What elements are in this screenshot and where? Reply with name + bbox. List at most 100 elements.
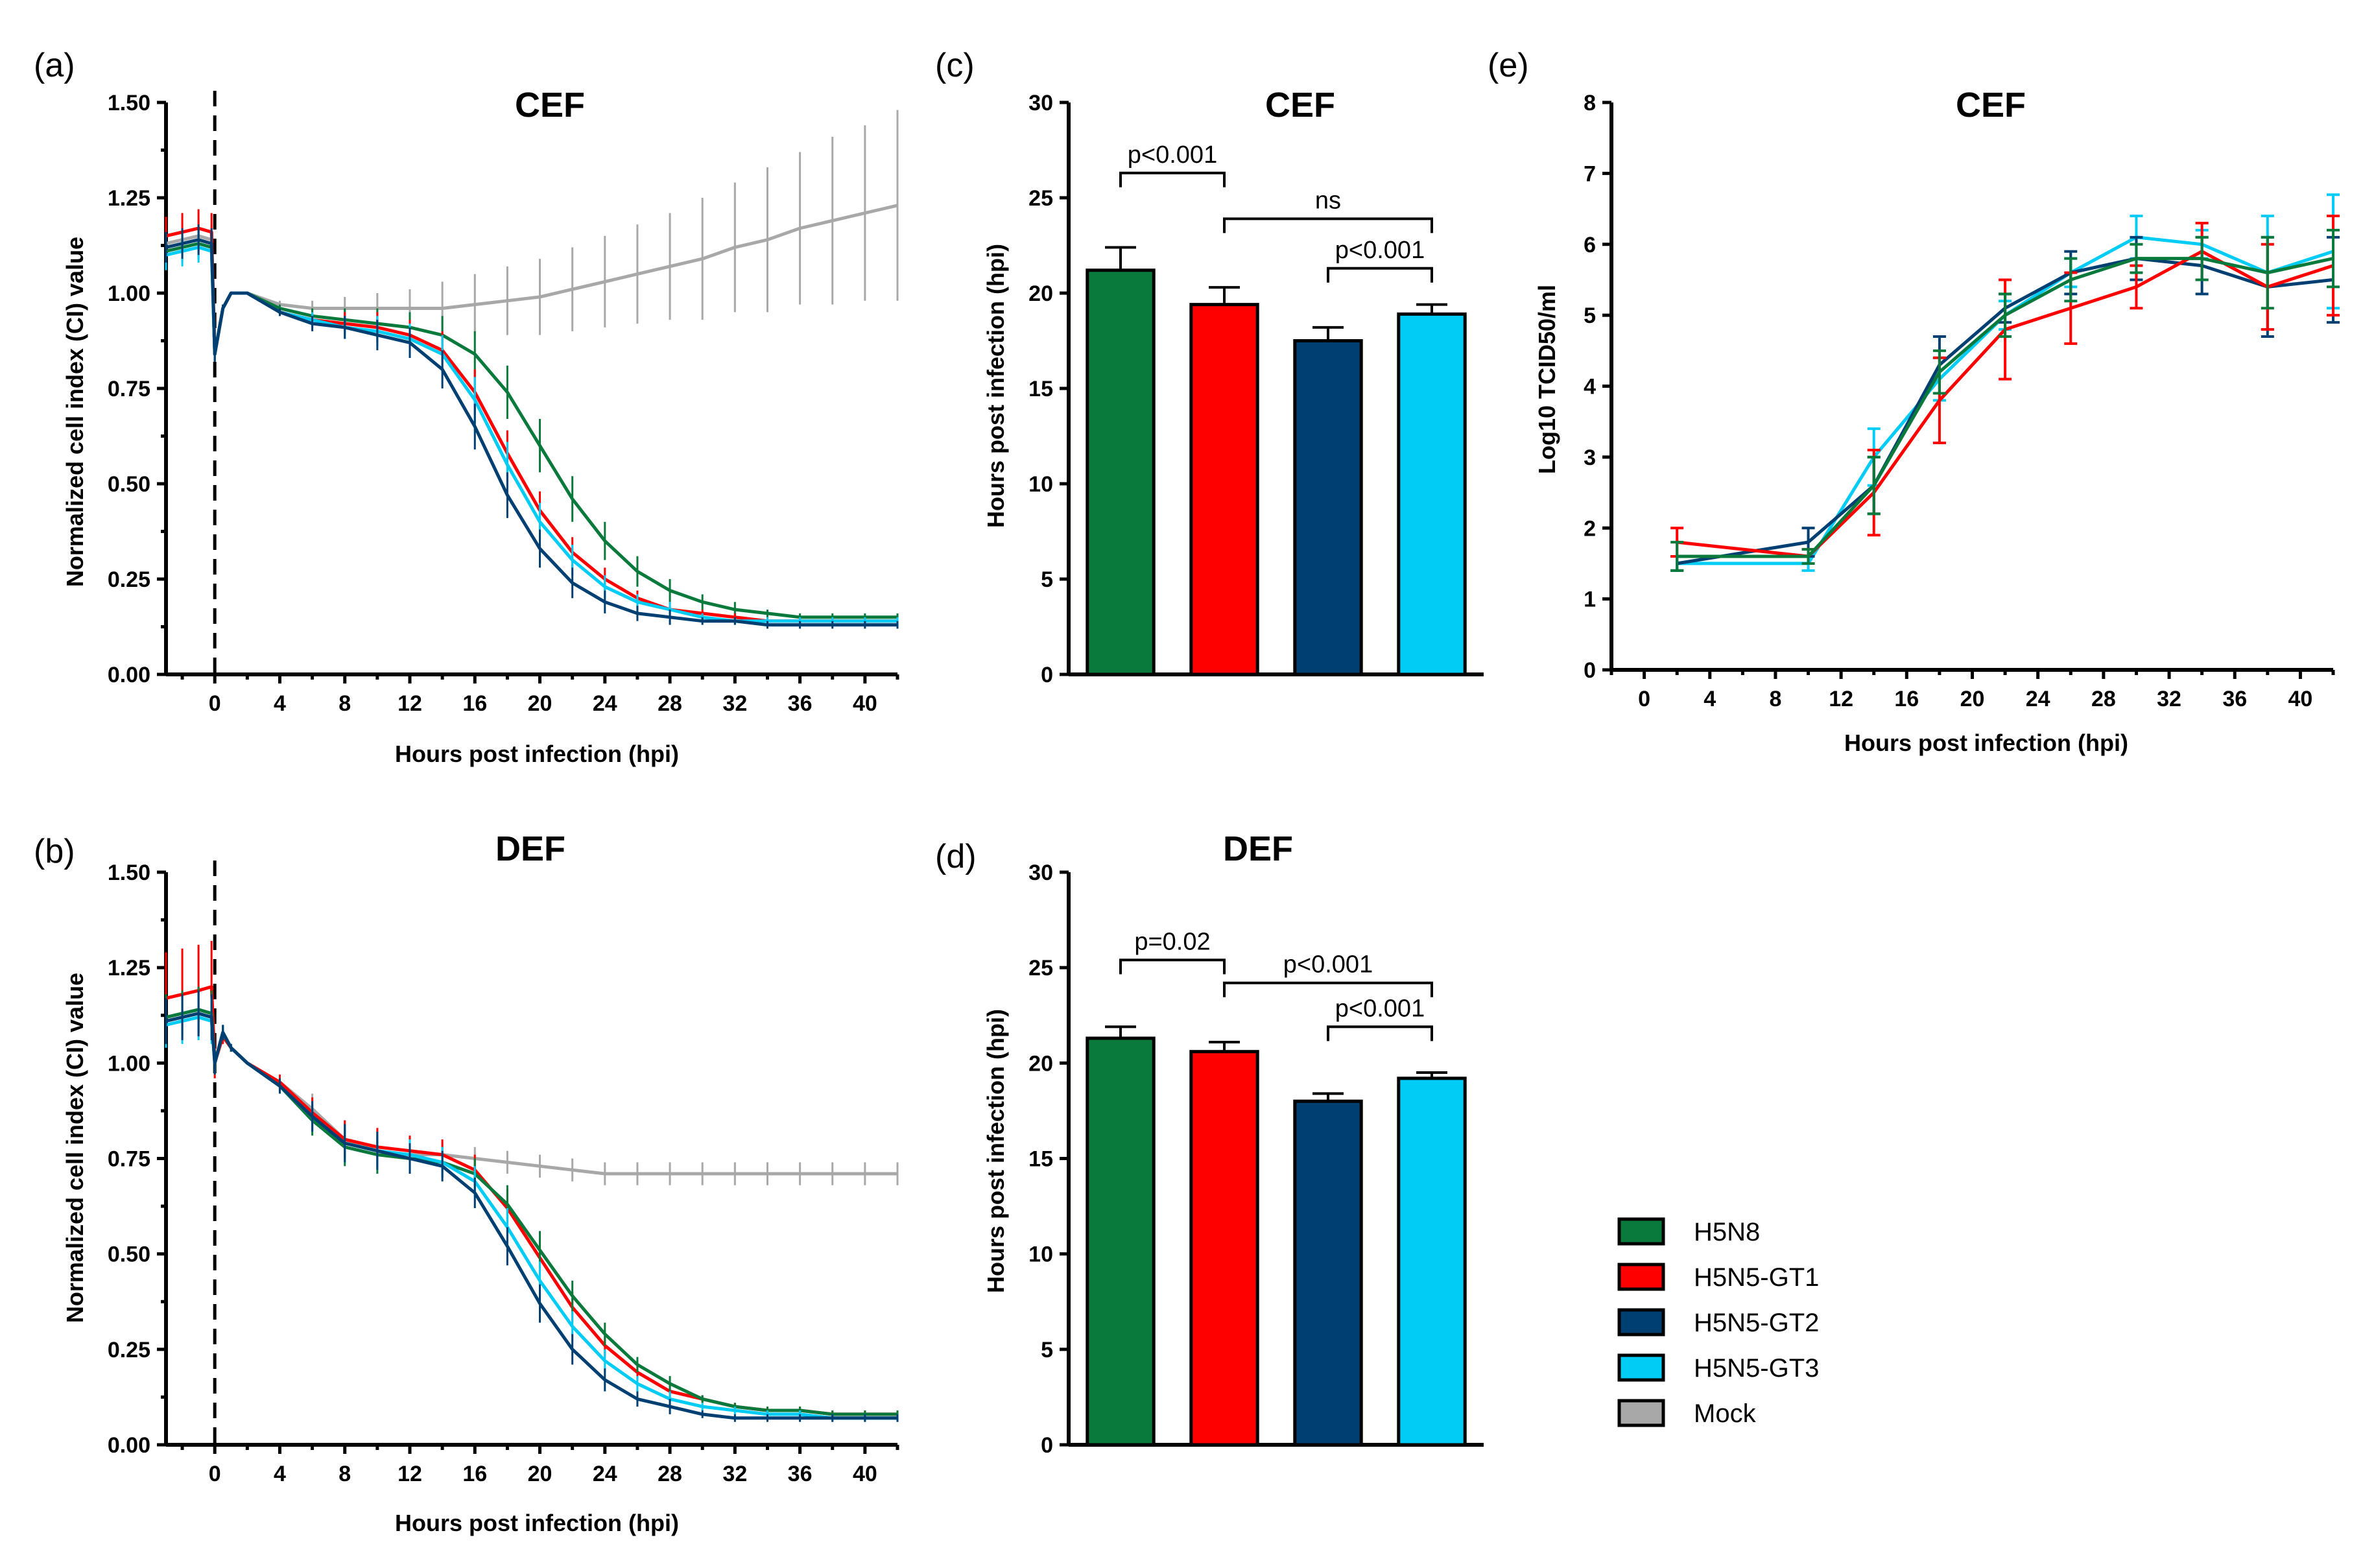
x-tick-label: 40 xyxy=(853,691,877,716)
bar-h5n8 xyxy=(1086,1036,1156,1447)
x-tick-label: 16 xyxy=(462,691,487,716)
y-tick-label: 1.25 xyxy=(108,956,150,980)
legend-swatch-h5n5-gt3 xyxy=(1617,1353,1665,1382)
x-tick-label: 36 xyxy=(2222,687,2247,711)
y-tick-label: 20 xyxy=(1028,281,1053,306)
panel-a-xlabel: Hours post infection (hpi) xyxy=(395,741,679,767)
y-tick-label: 0.00 xyxy=(108,1433,150,1458)
panel-d-ylabel: Hours post infection (hpi) xyxy=(982,1009,1009,1293)
x-tick-label: 4 xyxy=(274,691,286,716)
panel-d-plot: 0 5 10 15 20 25 30 p=0.02 p<0.001 p<0.001 xyxy=(1028,861,1484,1458)
y-tick-label: 0.50 xyxy=(108,1242,150,1267)
panel-b-plot: 0.00 0.25 0.50 0.75 1.00 1.25 1.50 0 4 8 12 16 20 24 2… xyxy=(108,861,899,1486)
x-tick-label: 20 xyxy=(528,691,552,716)
y-tick-label: 25 xyxy=(1028,956,1053,980)
y-tick-label: 6 xyxy=(1584,233,1596,257)
y-tick-label: 20 xyxy=(1028,1051,1053,1076)
x-tick-label: 12 xyxy=(1829,687,1853,711)
legend-swatch-mock xyxy=(1617,1399,1665,1427)
significance-label: p<0.001 xyxy=(1335,995,1425,1022)
panel-d-label: (d) xyxy=(935,838,977,875)
legend-label: H5N5-GT2 xyxy=(1694,1309,1819,1337)
y-tick-label: 1.50 xyxy=(108,91,150,115)
y-tick-label: 30 xyxy=(1028,91,1053,115)
y-tick-label: 0.00 xyxy=(108,663,150,687)
panel-b-ylabel: Normalized cell index (CI) value xyxy=(62,973,88,1323)
series-line xyxy=(1676,257,2334,565)
y-tick-label: 0.50 xyxy=(108,472,150,497)
panel-e-label: (e) xyxy=(1488,47,1529,84)
y-tick-label: 30 xyxy=(1028,861,1053,885)
y-tick-label: 2 xyxy=(1584,516,1596,541)
x-tick-label: 0 xyxy=(209,1462,221,1486)
series-line xyxy=(1676,250,2334,558)
x-tick-label: 36 xyxy=(788,691,813,716)
bar-h5n5-gt1 xyxy=(1189,1050,1259,1447)
panel-e-ylabel: Log10 TCID50/ml xyxy=(1534,285,1560,474)
y-tick-label: 0.75 xyxy=(108,1147,150,1172)
significance-bracket xyxy=(1327,267,1433,283)
panel-d-title: DEF xyxy=(1223,829,1293,868)
x-tick-label: 8 xyxy=(338,691,351,716)
series-line xyxy=(1677,235,2334,565)
y-tick-label: 0.25 xyxy=(108,567,150,592)
y-tick-label: 1.25 xyxy=(108,186,150,211)
x-tick-label: 28 xyxy=(2091,687,2116,711)
significance-bracket xyxy=(1223,217,1433,233)
y-tick-label: 1.50 xyxy=(108,861,150,885)
bar-h5n5-gt2 xyxy=(1293,1099,1363,1447)
panel-c: (c) CEF Hours post infection (hpi) 0 5 10 1… xyxy=(935,47,1484,687)
x-tick-label: 36 xyxy=(788,1462,813,1486)
bar-h5n5-gt1 xyxy=(1189,303,1259,676)
significance-label: p<0.001 xyxy=(1335,237,1425,264)
bar-h5n8 xyxy=(1086,268,1156,676)
panel-a: (a) CEF Hours post infection (hpi) Norma… xyxy=(34,47,899,767)
y-tick-label: 15 xyxy=(1028,1147,1053,1172)
y-tick-label: 3 xyxy=(1584,445,1596,470)
panel-a-plot: 0.00 0.25 0.50 0.75 1.00 1.25 1.50 0 4 8 12 16 20 24 2… xyxy=(108,91,899,716)
x-tick-label: 24 xyxy=(593,691,617,716)
panel-a-label: (a) xyxy=(34,47,75,84)
y-tick-label: 1.00 xyxy=(108,1051,150,1076)
legend-label: H5N5-GT1 xyxy=(1694,1263,1819,1292)
panel-e-xlabel: Hours post infection (hpi) xyxy=(1844,730,2128,756)
x-tick-label: 32 xyxy=(2157,687,2181,711)
panel-c-ylabel: Hours post infection (hpi) xyxy=(982,244,1009,528)
bar-h5n5-gt3 xyxy=(1397,312,1467,676)
legend-label: H5N8 xyxy=(1694,1218,1760,1246)
panel-c-label: (c) xyxy=(935,47,975,84)
x-tick-label: 12 xyxy=(398,1462,422,1486)
significance-label: p<0.001 xyxy=(1283,951,1373,979)
y-tick-label: 15 xyxy=(1028,377,1053,401)
x-tick-label: 12 xyxy=(398,691,422,716)
y-tick-label: 10 xyxy=(1028,1242,1053,1267)
panel-b-label: (b) xyxy=(34,833,75,870)
series-line xyxy=(165,1012,897,1420)
panel-c-plot: 0 5 10 15 20 25 30 p<0.001 ns p<0.001 xyxy=(1028,91,1484,687)
y-tick-label: 1 xyxy=(1584,588,1596,612)
series-line xyxy=(1677,257,2334,558)
panel-c-title: CEF xyxy=(1265,86,1335,125)
x-tick-label: 28 xyxy=(658,691,682,716)
x-tick-label: 20 xyxy=(1960,687,1985,711)
x-tick-label: 16 xyxy=(1894,687,1919,711)
y-tick-label: 8 xyxy=(1584,91,1596,115)
x-tick-label: 32 xyxy=(722,1462,747,1486)
x-tick-label: 0 xyxy=(209,691,221,716)
series-h5n8 xyxy=(1670,228,2340,572)
panel-b-xlabel: Hours post infection (hpi) xyxy=(395,1510,679,1536)
legend-label: Mock xyxy=(1694,1399,1757,1428)
x-tick-label: 4 xyxy=(1704,687,1716,711)
panel-b-title: DEF xyxy=(495,829,565,868)
y-tick-label: 5 xyxy=(1041,1338,1053,1362)
x-tick-label: 4 xyxy=(274,1462,286,1486)
y-tick-label: 0.75 xyxy=(108,377,150,401)
x-tick-label: 20 xyxy=(528,1462,552,1486)
significance-bracket xyxy=(1223,981,1433,997)
panel-d: (d) DEF Hours post infection (hpi) 0 5 10 1… xyxy=(935,829,1484,1458)
legend-swatch-h5n8 xyxy=(1617,1217,1665,1246)
y-tick-label: 5 xyxy=(1584,303,1596,328)
x-tick-label: 16 xyxy=(462,1462,487,1486)
